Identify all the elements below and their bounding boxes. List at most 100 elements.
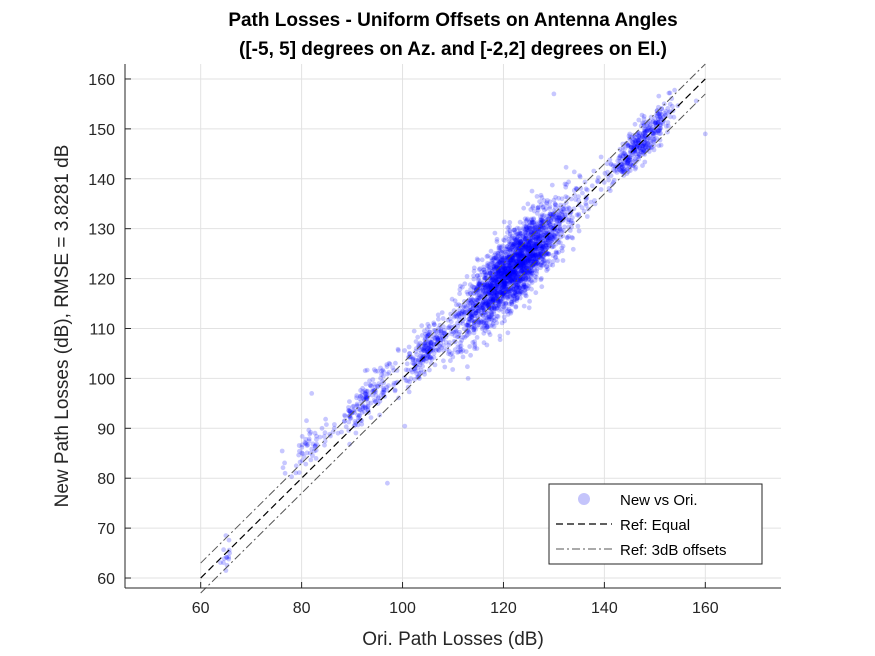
scatter-point <box>478 272 483 278</box>
scatter-point <box>494 281 500 287</box>
scatter-point <box>346 408 352 413</box>
scatter-point <box>328 433 333 439</box>
scatter-point <box>505 262 510 268</box>
scatter-point <box>531 230 536 236</box>
scatter-point <box>480 305 485 311</box>
scatter-point <box>509 253 514 259</box>
scatter-point <box>474 335 480 340</box>
scatter-point <box>339 429 344 435</box>
scatter-point <box>519 264 525 270</box>
scatter-point <box>305 442 311 448</box>
scatter-point <box>517 249 523 254</box>
scatter-point <box>509 279 515 285</box>
scatter-point <box>303 441 309 447</box>
scatter-point <box>513 237 518 243</box>
scatter-point <box>510 275 515 281</box>
scatter-point <box>544 201 549 207</box>
scatter-point <box>445 325 451 331</box>
scatter-point <box>511 287 516 293</box>
scatter-point <box>546 237 552 243</box>
scatter-point <box>488 314 494 320</box>
scatter-point <box>436 333 442 339</box>
scatter-point <box>432 336 438 341</box>
scatter-point <box>527 256 533 262</box>
scatter-point <box>410 360 415 366</box>
scatter-point <box>516 285 521 291</box>
scatter-point <box>466 316 472 322</box>
scatter-point <box>487 316 493 322</box>
scatter-point <box>525 257 531 263</box>
scatter-point <box>648 127 654 133</box>
scatter-point <box>462 299 467 304</box>
scatter-point <box>358 394 363 400</box>
scatter-point <box>503 280 508 286</box>
scatter-point <box>543 240 549 246</box>
scatter-point <box>520 225 526 231</box>
scatter-point <box>553 255 559 260</box>
scatter-point <box>569 235 575 240</box>
scatter-point <box>518 255 524 260</box>
scatter-point <box>475 277 481 283</box>
scatter-point <box>427 339 432 344</box>
scatter-point <box>524 238 530 244</box>
scatter-point <box>510 269 516 275</box>
scatter-point <box>442 364 448 370</box>
scatter-point <box>477 295 482 301</box>
scatter-point <box>377 412 383 418</box>
scatter-point <box>522 283 527 289</box>
scatter-point <box>526 224 532 229</box>
scatter-point <box>545 240 550 246</box>
scatter-point <box>435 336 441 341</box>
scatter-point <box>479 257 485 263</box>
scatter-point <box>460 321 466 326</box>
x-tick-label: 100 <box>389 600 416 617</box>
scatter-point <box>409 369 415 375</box>
scatter-point <box>223 533 229 538</box>
scatter-point <box>501 265 507 271</box>
scatter-point <box>549 236 555 242</box>
scatter-point <box>504 271 510 277</box>
scatter-point <box>530 240 536 246</box>
scatter-point <box>518 265 523 271</box>
scatter-point <box>448 319 454 325</box>
scatter-point <box>562 213 568 219</box>
scatter-point <box>557 224 563 230</box>
scatter-point <box>308 430 314 435</box>
scatter-point <box>518 249 524 255</box>
scatter-point <box>510 255 516 261</box>
scatter-point <box>525 227 531 233</box>
legend-label-offsets: Ref: 3dB offsets <box>620 542 726 559</box>
scatter-point <box>514 283 520 288</box>
scatter-point <box>365 400 371 405</box>
scatter-point <box>510 244 515 249</box>
scatter-point <box>447 323 453 329</box>
scatter-point <box>495 261 500 267</box>
scatter-point <box>497 284 503 289</box>
scatter-point <box>521 283 527 288</box>
scatter-point <box>509 266 514 271</box>
scatter-point <box>494 290 499 296</box>
scatter-point <box>547 206 552 212</box>
scatter-point <box>515 251 521 257</box>
scatter-point <box>568 196 574 202</box>
scatter-point <box>509 269 515 275</box>
scatter-point <box>542 207 547 213</box>
scatter-point <box>478 319 484 325</box>
scatter-point <box>563 212 568 218</box>
scatter-point <box>532 252 538 258</box>
scatter-point <box>500 257 506 263</box>
scatter-point <box>524 286 529 292</box>
scatter-point <box>535 207 541 213</box>
scatter-point <box>351 407 357 413</box>
scatter-point <box>526 258 531 264</box>
scatter-point <box>513 246 519 252</box>
scatter-point <box>534 271 539 276</box>
scatter-point <box>293 463 299 469</box>
scatter-point <box>493 263 499 269</box>
scatter-point <box>498 286 504 291</box>
scatter-point <box>522 227 528 233</box>
x-tick-label: 60 <box>192 600 210 617</box>
scatter-point <box>438 330 444 335</box>
scatter-point <box>488 296 494 302</box>
scatter-point <box>471 268 477 274</box>
